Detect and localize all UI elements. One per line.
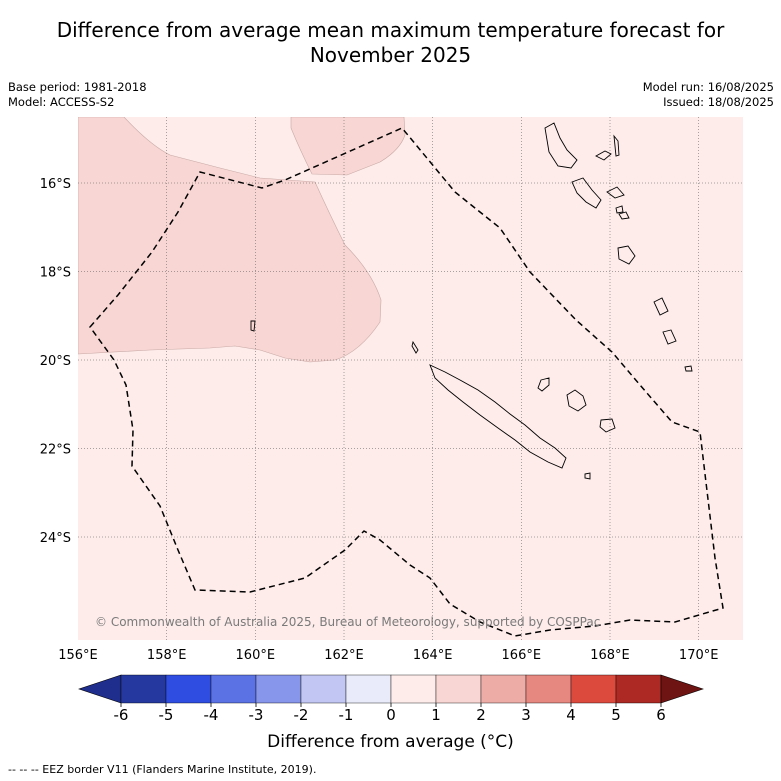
colorbar-swatch bbox=[480, 674, 527, 704]
colorbar-swatch bbox=[570, 674, 617, 704]
colorbar-tick-label: 4 bbox=[566, 706, 576, 724]
base-period: Base period: 1981-2018 bbox=[8, 80, 147, 94]
longitude-label: 170°E bbox=[679, 648, 719, 663]
colorbar-swatch bbox=[390, 674, 437, 704]
lifou-coast bbox=[566, 389, 587, 412]
malo-coast bbox=[595, 150, 612, 161]
anomaly-region-1-to-2 bbox=[290, 117, 406, 176]
colorbar-swatch bbox=[615, 674, 662, 704]
colorbar-swatch bbox=[345, 674, 392, 704]
meta-left: Base period: 1981-2018 Model: ACCESS-S2 bbox=[8, 80, 147, 110]
ambrym-coast bbox=[606, 186, 625, 199]
longitude-label: 164°E bbox=[413, 648, 453, 663]
graticule bbox=[78, 117, 743, 640]
colorbar-swatch bbox=[525, 674, 572, 704]
colorbar-swatch bbox=[165, 674, 212, 704]
colorbar-tick-label: -3 bbox=[249, 706, 264, 724]
colorbar-tick-label: 0 bbox=[386, 706, 396, 724]
longitude-label: 156°E bbox=[58, 648, 98, 663]
longitude-label: 162°E bbox=[324, 648, 364, 663]
colorbar-extend-high bbox=[660, 674, 704, 704]
colorbar-swatch bbox=[300, 674, 347, 704]
colorbar-tick-label: -6 bbox=[114, 706, 129, 724]
aneityum-coast bbox=[662, 329, 677, 345]
colorbar-extend-low bbox=[78, 674, 122, 704]
epi-coast bbox=[615, 205, 624, 214]
colorbar-swatch bbox=[255, 674, 302, 704]
colorbar-tick-label: 3 bbox=[521, 706, 531, 724]
model-run: Model run: 16/08/2025 bbox=[642, 80, 774, 94]
latitude-label: 18°S bbox=[40, 266, 71, 281]
colorbar-tick-label: -1 bbox=[339, 706, 354, 724]
espiritu-santo-coast bbox=[544, 122, 578, 169]
colorbar-label: Difference from average (°C) bbox=[267, 732, 514, 752]
chart-title: Difference from average mean maximum tem… bbox=[56, 18, 725, 67]
colorbar-tick-label: 6 bbox=[656, 706, 666, 724]
meta-right: Model run: 16/08/2025 Issued: 18/08/2025 bbox=[643, 80, 774, 110]
latitude-label: 16°S bbox=[40, 177, 71, 192]
colorbar-tick-label: -2 bbox=[294, 706, 309, 724]
colorbar-swatch bbox=[435, 674, 482, 704]
colorbar-swatches bbox=[78, 674, 704, 704]
ouvea-coast bbox=[537, 377, 550, 392]
efate-coast bbox=[618, 211, 630, 220]
colorbar-tick-label: 2 bbox=[476, 706, 486, 724]
colorbar-swatch bbox=[120, 674, 167, 704]
hunter-island-coast bbox=[684, 365, 693, 372]
chesterfield-islands-coast bbox=[250, 320, 256, 332]
anomaly-regions bbox=[78, 117, 406, 363]
coastlines bbox=[250, 122, 693, 480]
malakula-coast bbox=[571, 177, 602, 209]
latitude-label: 20°S bbox=[40, 354, 71, 369]
copyright-text: © Commonwealth of Australia 2025, Bureau… bbox=[95, 615, 600, 629]
belep-island-coast bbox=[411, 340, 419, 354]
erromango-coast bbox=[617, 245, 636, 265]
longitude-label: 168°E bbox=[590, 648, 630, 663]
footer-note: -- -- -- EEZ border V11 (Flanders Marine… bbox=[8, 763, 317, 776]
model-name: Model: ACCESS-S2 bbox=[8, 95, 115, 109]
colorbar-tick-label: 1 bbox=[431, 706, 441, 724]
latitude-label: 22°S bbox=[40, 443, 71, 458]
mare-coast bbox=[599, 418, 616, 433]
eez-border bbox=[89, 127, 724, 637]
isle-of-pines-coast bbox=[584, 472, 591, 480]
latitude-label: 24°S bbox=[40, 531, 71, 546]
longitude-label: 166°E bbox=[502, 648, 542, 663]
longitude-label: 158°E bbox=[147, 648, 187, 663]
anomaly-region-1-to-2 bbox=[78, 117, 382, 363]
issued-date: Issued: 18/08/2025 bbox=[663, 95, 774, 109]
colorbar-swatch bbox=[210, 674, 257, 704]
tanna-coast bbox=[653, 297, 669, 316]
maewo-coast bbox=[613, 134, 620, 157]
latitude-labels: 16°S 18°S 20°S 22°S 24°S bbox=[40, 177, 71, 546]
colorbar-ticks: -6 -5 -4 -3 -2 -1 0 1 2 3 4 5 6 bbox=[114, 703, 666, 724]
longitude-label: 160°E bbox=[236, 648, 276, 663]
longitude-labels: 156°E 158°E 160°E 162°E 164°E 166°E 168°E 170°E bbox=[58, 648, 718, 663]
colorbar-tick-label: 5 bbox=[611, 706, 621, 724]
colorbar-tick-label: -5 bbox=[159, 706, 174, 724]
colorbar-tick-label: -4 bbox=[204, 706, 219, 724]
new-caledonia-coast bbox=[429, 364, 567, 469]
